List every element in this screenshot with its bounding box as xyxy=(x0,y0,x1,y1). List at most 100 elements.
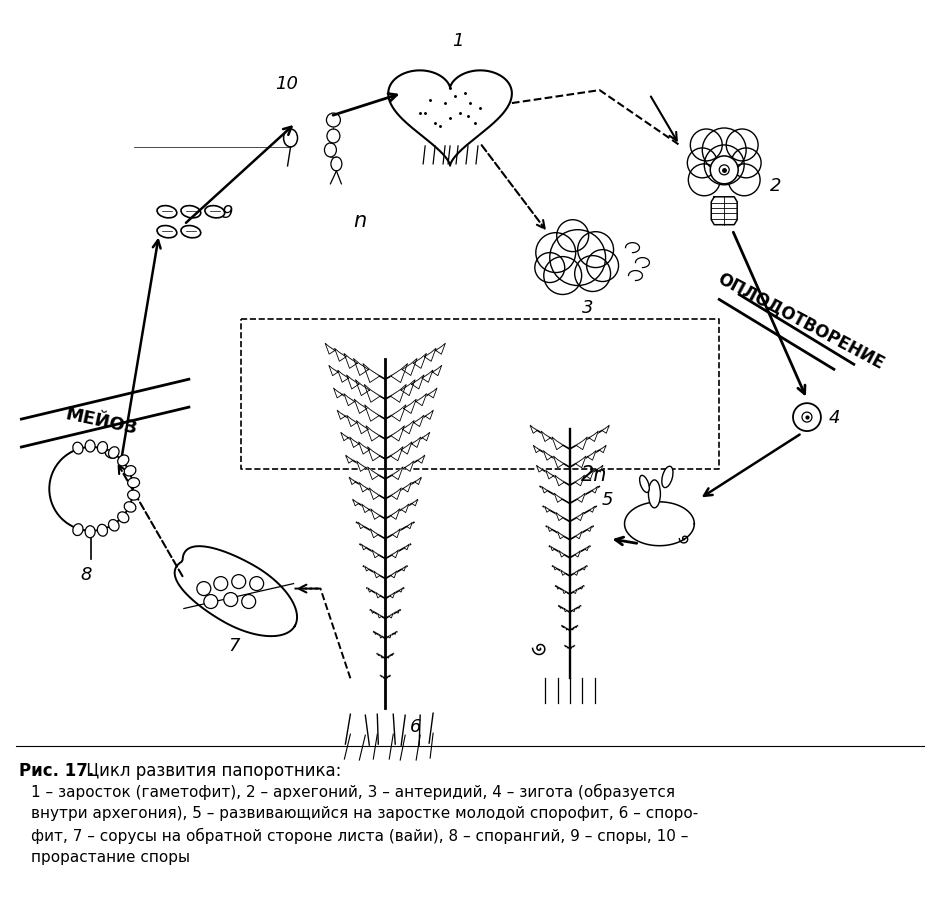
Circle shape xyxy=(204,595,218,609)
Polygon shape xyxy=(566,628,568,630)
Polygon shape xyxy=(541,432,550,442)
Polygon shape xyxy=(414,354,427,369)
Circle shape xyxy=(731,149,761,179)
Polygon shape xyxy=(530,425,538,433)
Polygon shape xyxy=(417,456,425,463)
Ellipse shape xyxy=(181,207,201,219)
Circle shape xyxy=(49,448,133,531)
Polygon shape xyxy=(404,545,409,550)
Text: прорастание споры: прорастание споры xyxy=(31,849,191,864)
Ellipse shape xyxy=(639,476,650,493)
Polygon shape xyxy=(597,466,603,472)
Polygon shape xyxy=(363,364,380,383)
Polygon shape xyxy=(556,586,559,590)
Text: 3: 3 xyxy=(582,299,593,317)
Polygon shape xyxy=(368,589,371,592)
Circle shape xyxy=(242,595,256,609)
Text: ОПЛОДОТВОРЕНИЕ: ОПЛОДОТВОРЕНИЕ xyxy=(714,268,887,372)
Text: Цикл развития папоротника:: Цикл развития папоротника: xyxy=(81,761,341,779)
Polygon shape xyxy=(356,421,368,434)
Polygon shape xyxy=(347,416,356,427)
Polygon shape xyxy=(543,452,552,461)
Polygon shape xyxy=(394,632,396,635)
Polygon shape xyxy=(561,571,566,575)
Text: 5: 5 xyxy=(602,490,613,508)
Circle shape xyxy=(224,593,238,607)
Polygon shape xyxy=(365,385,380,403)
Polygon shape xyxy=(362,545,367,550)
Polygon shape xyxy=(334,388,342,398)
Polygon shape xyxy=(533,446,540,453)
Polygon shape xyxy=(356,461,366,472)
Polygon shape xyxy=(589,507,595,513)
Polygon shape xyxy=(588,526,591,532)
Polygon shape xyxy=(374,572,380,578)
Circle shape xyxy=(728,164,760,197)
Polygon shape xyxy=(390,385,406,403)
Polygon shape xyxy=(359,483,368,492)
Polygon shape xyxy=(576,513,584,521)
Polygon shape xyxy=(436,344,446,355)
Ellipse shape xyxy=(324,144,337,158)
Circle shape xyxy=(213,577,227,591)
Polygon shape xyxy=(378,654,379,656)
Polygon shape xyxy=(381,656,384,658)
Polygon shape xyxy=(354,400,367,414)
Ellipse shape xyxy=(128,490,139,500)
Text: n: n xyxy=(353,210,367,230)
Ellipse shape xyxy=(649,480,661,508)
Circle shape xyxy=(232,575,245,589)
Circle shape xyxy=(690,130,722,162)
Polygon shape xyxy=(337,411,345,420)
Polygon shape xyxy=(559,606,561,609)
Circle shape xyxy=(719,165,729,176)
Polygon shape xyxy=(564,609,567,612)
Polygon shape xyxy=(390,592,395,598)
Polygon shape xyxy=(573,590,577,594)
Polygon shape xyxy=(557,532,564,539)
Polygon shape xyxy=(562,590,566,594)
Polygon shape xyxy=(544,507,550,513)
Polygon shape xyxy=(556,513,563,521)
Ellipse shape xyxy=(128,479,139,489)
Polygon shape xyxy=(572,609,575,612)
Circle shape xyxy=(196,582,211,596)
Text: 1 – заросток (гаметофит), 2 – архегоний, 3 – антеридий, 4 – зигота (образуется: 1 – заросток (гаметофит), 2 – архегоний,… xyxy=(31,783,675,799)
Polygon shape xyxy=(378,614,382,619)
Polygon shape xyxy=(370,529,378,538)
Polygon shape xyxy=(546,470,554,479)
Polygon shape xyxy=(432,366,442,377)
Circle shape xyxy=(556,220,588,252)
Polygon shape xyxy=(403,400,416,414)
Circle shape xyxy=(793,404,821,432)
Circle shape xyxy=(702,129,746,172)
Text: внутри архегония), 5 – развивающийся на заростке молодой спорофит, 6 – споро-: внутри архегония), 5 – развивающийся на … xyxy=(31,805,698,820)
Ellipse shape xyxy=(331,158,342,172)
Ellipse shape xyxy=(72,442,83,454)
Polygon shape xyxy=(401,566,406,572)
Ellipse shape xyxy=(86,526,95,538)
Polygon shape xyxy=(575,532,582,539)
Polygon shape xyxy=(571,647,572,648)
Polygon shape xyxy=(370,509,380,520)
Polygon shape xyxy=(335,349,346,362)
Polygon shape xyxy=(401,505,409,513)
Polygon shape xyxy=(402,359,417,376)
Polygon shape xyxy=(352,499,358,507)
Polygon shape xyxy=(391,572,397,578)
Polygon shape xyxy=(580,586,583,590)
Polygon shape xyxy=(358,442,369,454)
Circle shape xyxy=(578,232,614,268)
Polygon shape xyxy=(555,494,562,503)
Polygon shape xyxy=(592,487,598,493)
Polygon shape xyxy=(344,395,354,406)
Polygon shape xyxy=(412,438,421,448)
Text: 6: 6 xyxy=(410,717,421,735)
Polygon shape xyxy=(551,546,555,551)
Polygon shape xyxy=(391,509,400,520)
Ellipse shape xyxy=(326,114,340,128)
Polygon shape xyxy=(555,476,564,486)
Polygon shape xyxy=(712,198,737,226)
Circle shape xyxy=(574,256,611,293)
Polygon shape xyxy=(568,647,569,648)
